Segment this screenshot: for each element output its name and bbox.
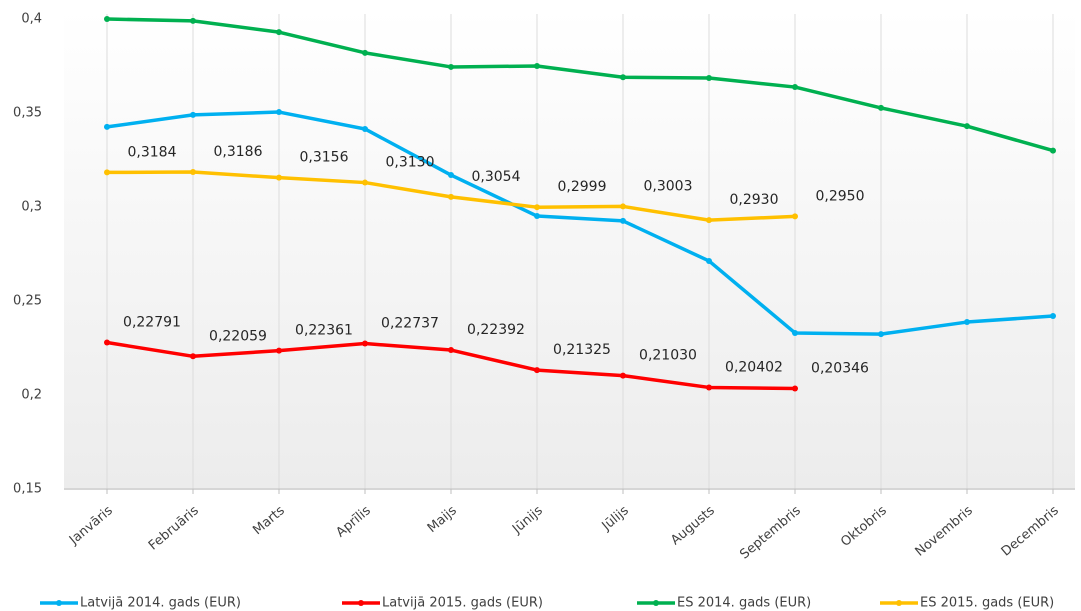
point [1050, 147, 1056, 154]
legend-marker [56, 600, 62, 606]
point [448, 193, 454, 200]
x-tick-label: Aprīlis [333, 503, 374, 540]
point [534, 63, 540, 69]
point [104, 123, 110, 130]
x-tick-label: Septembris [737, 503, 804, 562]
data-label: 0,3156 [300, 150, 349, 166]
point [706, 257, 712, 264]
data-label: 0,22737 [381, 316, 439, 332]
plot-area [64, 10, 1075, 490]
x-tick-label: Jūlijs [599, 503, 632, 534]
point [448, 63, 454, 70]
point [706, 384, 712, 391]
x-tick-label: Decembris [999, 503, 1062, 560]
legend-label: Latvijā 2014. gads (EUR) [80, 596, 241, 611]
point [534, 213, 540, 220]
point [620, 74, 626, 81]
point [878, 331, 884, 338]
point [362, 49, 368, 56]
data-label: 0,3184 [128, 144, 177, 160]
point [448, 347, 454, 354]
data-label: 0,21325 [553, 342, 611, 358]
x-tick-label: Janvāris [66, 503, 116, 548]
point [190, 169, 196, 176]
point [964, 123, 970, 130]
data-label: 0,21030 [639, 348, 697, 364]
point [706, 75, 712, 82]
point [1050, 313, 1056, 320]
x-tick-label: Novembris [913, 503, 976, 560]
point [620, 372, 626, 379]
point [362, 179, 368, 186]
legend-marker [896, 600, 902, 606]
point [276, 347, 282, 354]
point [190, 111, 196, 118]
point [792, 385, 798, 392]
point [104, 16, 110, 22]
point [190, 17, 196, 24]
data-label: 0,20346 [811, 360, 869, 376]
point [534, 367, 540, 374]
point [878, 104, 884, 111]
data-label: 0,2930 [730, 192, 779, 208]
legend-label: ES 2014. gads (EUR) [677, 596, 811, 611]
point [448, 172, 454, 179]
point [706, 217, 712, 224]
point [362, 125, 368, 132]
y-tick-label: 0,3 [21, 200, 42, 215]
y-tick-label: 0,4 [21, 12, 42, 27]
series-line [106, 110, 1054, 336]
x-tick-label: Maijs [425, 503, 460, 536]
point [276, 174, 282, 181]
point [964, 319, 970, 326]
x-tick-label: Augusts [668, 503, 718, 548]
point [534, 204, 540, 211]
x-tick-label: Marts [250, 503, 288, 538]
legend-label: Latvijā 2015. gads (EUR) [382, 596, 543, 611]
data-label: 0,22059 [209, 328, 267, 344]
point [792, 329, 798, 336]
data-label: 0,22392 [467, 322, 525, 338]
point [792, 84, 798, 91]
y-tick-label: 0,25 [13, 294, 42, 309]
point [190, 353, 196, 360]
data-label: 0,3130 [386, 155, 435, 171]
legend-label: ES 2015. gads (EUR) [920, 596, 1054, 611]
y-tick-label: 0,15 [13, 482, 42, 497]
x-tick-label: Jūnijs [509, 503, 546, 537]
point [104, 339, 110, 346]
data-label: 0,22361 [295, 323, 353, 339]
data-label: 0,2999 [558, 179, 607, 195]
legend-marker [653, 600, 659, 606]
point [620, 217, 626, 224]
legend-marker [358, 600, 364, 606]
point [104, 169, 110, 176]
point [362, 340, 368, 347]
data-label: 0,3054 [472, 169, 521, 185]
series-line [106, 17, 1054, 153]
x-tick-label: Oktobris [838, 503, 890, 550]
point [620, 203, 626, 210]
y-tick-label: 0,35 [13, 106, 42, 121]
data-label: 0,3003 [644, 178, 693, 194]
data-label: 0,2950 [816, 188, 865, 204]
point [276, 109, 282, 116]
y-tick-label: 0,2 [21, 388, 42, 403]
data-label: 0,22791 [123, 315, 181, 331]
point [276, 29, 282, 36]
data-label: 0,3186 [214, 144, 263, 160]
point [792, 213, 798, 220]
data-label: 0,20402 [725, 359, 783, 375]
x-tick-label: Februāris [146, 503, 202, 553]
